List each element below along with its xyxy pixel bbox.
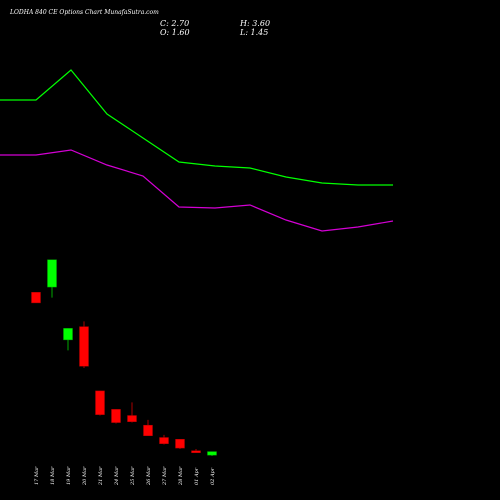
x-tick-label: 25 Mar (130, 466, 136, 486)
x-tick-label: 21 Mar (98, 466, 104, 486)
open-value: O: 1.60 (160, 28, 190, 37)
candle-body (63, 328, 73, 341)
indicator-line-1 (0, 69, 393, 186)
chart-title: LODHA 840 CE Options Chart MunafaSutra.c… (10, 9, 159, 16)
candle-body (95, 390, 105, 415)
candle-body (31, 292, 41, 304)
x-tick-label: 20 Mar (82, 466, 88, 486)
candle-body (79, 326, 89, 367)
indicator-line-2 (0, 149, 394, 232)
low-value: L: 1.45 (240, 28, 269, 37)
candle-body (159, 437, 169, 444)
x-tick-label: 27 Mar (162, 466, 168, 486)
close-value: C: 2.70 (160, 19, 190, 28)
x-tick-label: 26 Mar (146, 466, 152, 486)
x-tick-label: 18 Mar (50, 466, 56, 485)
candle-body (111, 409, 121, 423)
candle-body (47, 259, 57, 288)
x-tick-label: 28 Mar (178, 466, 184, 486)
x-tick-label: 19 Mar (66, 466, 72, 485)
x-tick-label: 17 Mar (34, 466, 40, 485)
x-tick-label: 02 Apr (210, 467, 216, 485)
x-tick-label: 01 Apr (194, 467, 200, 485)
candle-body (175, 439, 185, 449)
candle-body (207, 451, 217, 456)
candle-body (191, 450, 201, 453)
candle-body (143, 424, 153, 437)
high-value: H: 3.60 (240, 19, 271, 28)
x-tick-label: 24 Mar (114, 466, 120, 486)
candle-body (127, 415, 137, 422)
